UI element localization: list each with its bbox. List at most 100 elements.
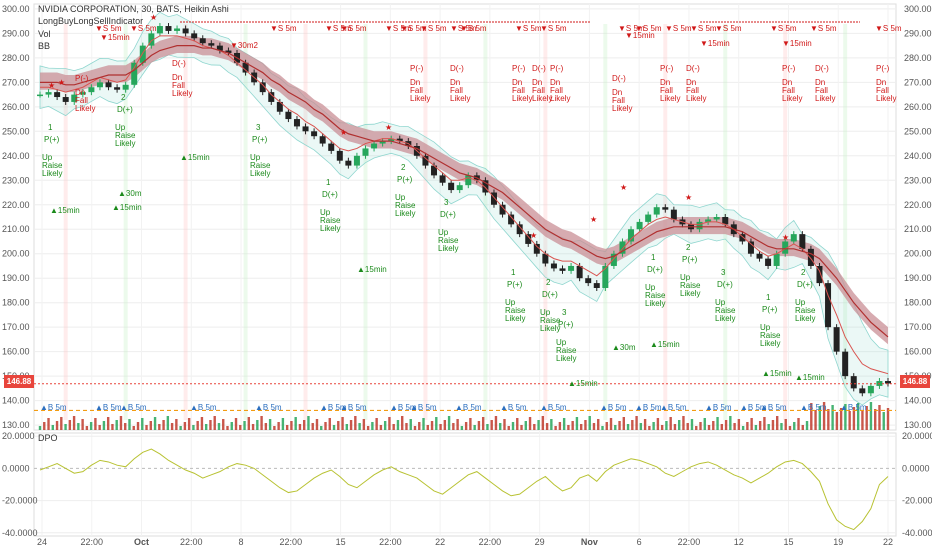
down-signal-text: Fall xyxy=(782,86,795,95)
down-signal-text: Likely xyxy=(450,94,470,103)
candle-body xyxy=(550,263,557,269)
candle-body xyxy=(448,182,455,191)
candle-body xyxy=(782,241,789,254)
timeframe-label: ▲15min xyxy=(50,206,80,215)
y-tick-label-left: 260.00 xyxy=(2,102,30,112)
volume-bar xyxy=(401,416,404,430)
bottom-signal: ▲B 5m xyxy=(390,403,417,412)
volume-bar xyxy=(660,425,664,430)
bottom-signal: ▲B 5m xyxy=(190,403,217,412)
down-signal-text: Fall xyxy=(172,81,185,90)
volume-bar xyxy=(469,418,472,430)
volume-bar xyxy=(839,408,843,430)
volume-bar xyxy=(452,423,455,430)
volume-bar xyxy=(716,417,719,430)
top-signal: ▼S 5m xyxy=(665,24,692,33)
up-signal-text: Up xyxy=(715,298,726,307)
dpo-tick-label: 20.0000 xyxy=(902,431,932,441)
volume-bar xyxy=(115,420,118,430)
volume-bar xyxy=(60,417,63,430)
volume-bar xyxy=(780,423,783,430)
timeframe-label: ▲15min xyxy=(568,379,598,388)
volume-bar xyxy=(793,422,796,430)
down-signal-text: Likely xyxy=(612,104,632,113)
volume-bar xyxy=(192,425,195,430)
count-label: 2 xyxy=(401,163,406,172)
down-signal-text: Dn xyxy=(815,78,825,87)
volume-bar xyxy=(579,424,583,430)
up-signal-text: Likely xyxy=(680,289,700,298)
volume-bar xyxy=(609,418,613,430)
top-signal: ▼S 5m xyxy=(810,24,837,33)
candle-body xyxy=(645,214,652,222)
down-signal-text: Fall xyxy=(686,86,699,95)
volume-bar xyxy=(758,421,762,430)
bb-label: BB xyxy=(38,41,51,51)
candle-body xyxy=(37,94,43,97)
volume-bar xyxy=(886,408,890,430)
volume-bar xyxy=(771,420,775,430)
y-tick-label-left: 300.00 xyxy=(2,4,30,14)
volume-bar xyxy=(827,409,830,430)
star-marker: ★ xyxy=(340,128,347,137)
star-marker: ★ xyxy=(782,233,789,242)
down-signal-text: Likely xyxy=(512,94,532,103)
bottom-signal: ▲B 5m xyxy=(120,403,147,412)
down-signal-text: Dn xyxy=(450,78,460,87)
candle-body xyxy=(259,82,266,93)
volume-bar xyxy=(226,426,229,430)
volume-bar xyxy=(405,423,408,430)
x-tick-label: 22 xyxy=(435,537,445,547)
volume-bar xyxy=(733,423,736,430)
candle-body xyxy=(319,136,326,144)
volume-bars xyxy=(34,402,896,430)
y-tick-label: 210.00 xyxy=(904,224,932,234)
up-signal-text: Raise xyxy=(680,281,701,290)
volume-bar xyxy=(443,420,447,430)
volume-bar xyxy=(490,420,493,430)
y-tick-label: 220.00 xyxy=(904,200,932,210)
down-signal-text: Dn xyxy=(550,78,560,87)
down-signal-text: Fall xyxy=(876,86,889,95)
volume-bar xyxy=(204,424,208,430)
volume-bar xyxy=(187,418,191,430)
candle-body xyxy=(165,26,172,31)
candle-body xyxy=(114,87,121,90)
volume-bar xyxy=(776,416,779,430)
dpo-tick-label-left: -20.0000 xyxy=(2,496,38,506)
top-signal: ▼S 5m xyxy=(618,24,645,33)
dpo-panel: 20.0000 20.0000 0.0000 0.0000 -20.0000 -20.00… xyxy=(2,431,932,538)
volume-bar xyxy=(366,426,370,430)
top-signal: ▼S 5m xyxy=(95,24,122,33)
pd-label: P(+) xyxy=(762,305,778,314)
candle-body xyxy=(559,268,566,271)
pd-label: P(-) xyxy=(660,64,674,73)
volume-bar xyxy=(631,420,634,430)
count-label: 3 xyxy=(256,123,261,132)
volume-bar xyxy=(68,420,72,430)
count-label: 1 xyxy=(766,293,771,302)
bottom-signal: ▲B 5m xyxy=(600,403,627,412)
candle-body xyxy=(156,26,163,34)
x-tick-label: 8 xyxy=(239,537,244,547)
volume-bar xyxy=(460,426,464,430)
count-label: 1 xyxy=(511,268,516,277)
star-marker: ★ xyxy=(620,183,627,192)
volume-bar xyxy=(136,422,140,430)
pd-label: D(-) xyxy=(532,64,546,73)
star-marker: ★ xyxy=(150,13,157,22)
up-signal-text: Raise xyxy=(760,331,781,340)
volume-bar xyxy=(852,407,856,430)
down-signal-text: Dn xyxy=(782,78,792,87)
volume-bar xyxy=(379,425,383,430)
candle-body xyxy=(302,126,309,132)
timeframe-label: ▲15min xyxy=(112,203,142,212)
volume-bar xyxy=(528,417,532,430)
count-label: 3 xyxy=(444,198,449,207)
candle-body xyxy=(96,82,103,88)
x-tick-label: 22:00 xyxy=(379,537,402,547)
top-signal: ▼S 5m xyxy=(270,24,297,33)
candle-body xyxy=(182,28,189,34)
candle-body xyxy=(379,141,386,144)
